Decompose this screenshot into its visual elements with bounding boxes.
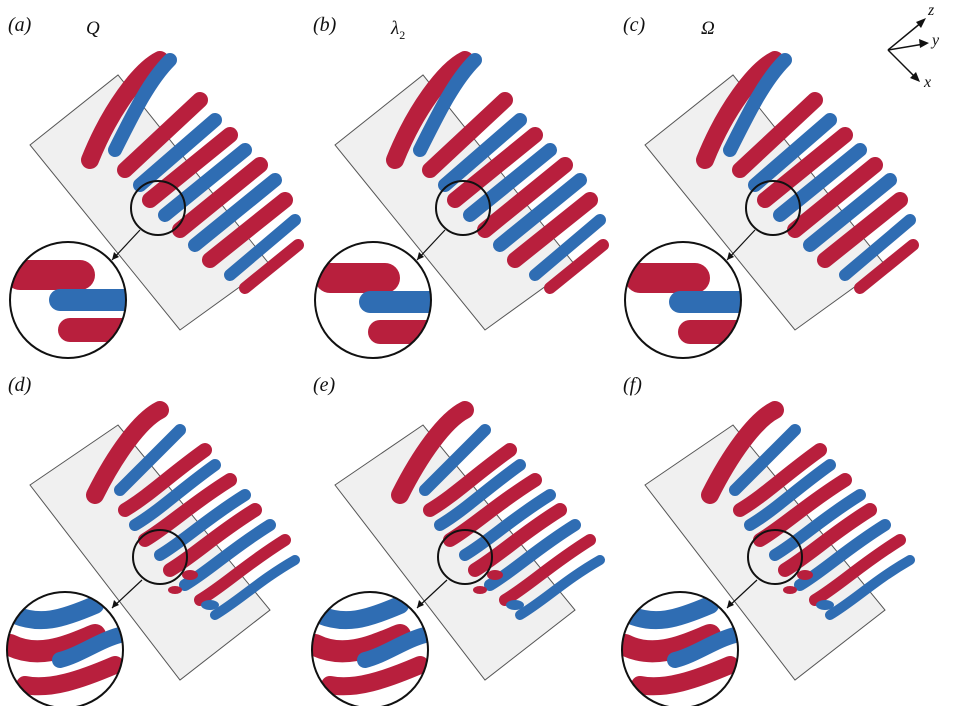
panel-label: (e) <box>313 374 336 396</box>
panel-label: (a) <box>8 14 32 36</box>
criterion-label: Ω <box>701 18 715 39</box>
vortex-isosurface-render <box>314 51 609 359</box>
criterion-label: Q <box>86 18 100 39</box>
axis-label-x: x <box>924 74 932 91</box>
zoom-inset <box>9 241 127 359</box>
panel-b: (b) λ2 <box>305 0 615 359</box>
criterion-label: λ2 <box>391 18 406 42</box>
axis-label-z: z <box>928 2 935 19</box>
axis-triad: z y x <box>880 2 955 97</box>
panel-f: (f) <box>615 360 925 706</box>
zoom-inset <box>7 592 123 706</box>
zoom-region-circle <box>130 180 186 236</box>
zoom-region-circle <box>437 529 493 585</box>
vortex-isosurface-render <box>621 401 915 706</box>
panel-label: (b) <box>313 14 337 36</box>
panel-label: (f) <box>623 374 642 396</box>
zoom-inset <box>622 592 738 706</box>
axis-arrows-icon <box>887 18 929 82</box>
panel-label: (d) <box>8 374 32 396</box>
vortex-isosurface-render <box>6 401 300 706</box>
vortex-isosurface-render <box>9 51 304 359</box>
zoom-inset <box>312 592 428 706</box>
panel-e: (e) <box>305 360 615 706</box>
zoom-region-circle <box>747 529 803 585</box>
vortex-isosurface-render <box>624 51 919 359</box>
vortex-tubes <box>81 51 304 294</box>
zoom-region-circle <box>745 180 801 236</box>
axis-label-y: y <box>932 32 940 49</box>
vortex-isosurface-render <box>311 401 605 706</box>
zoom-region-circle <box>435 180 491 236</box>
panel-d: (d) <box>0 360 310 706</box>
panel-a: (a) Q <box>0 0 310 359</box>
panel-c: (c) Ω <box>615 0 925 359</box>
panel-label: (c) <box>623 14 646 36</box>
zoom-region-circle <box>132 529 188 585</box>
